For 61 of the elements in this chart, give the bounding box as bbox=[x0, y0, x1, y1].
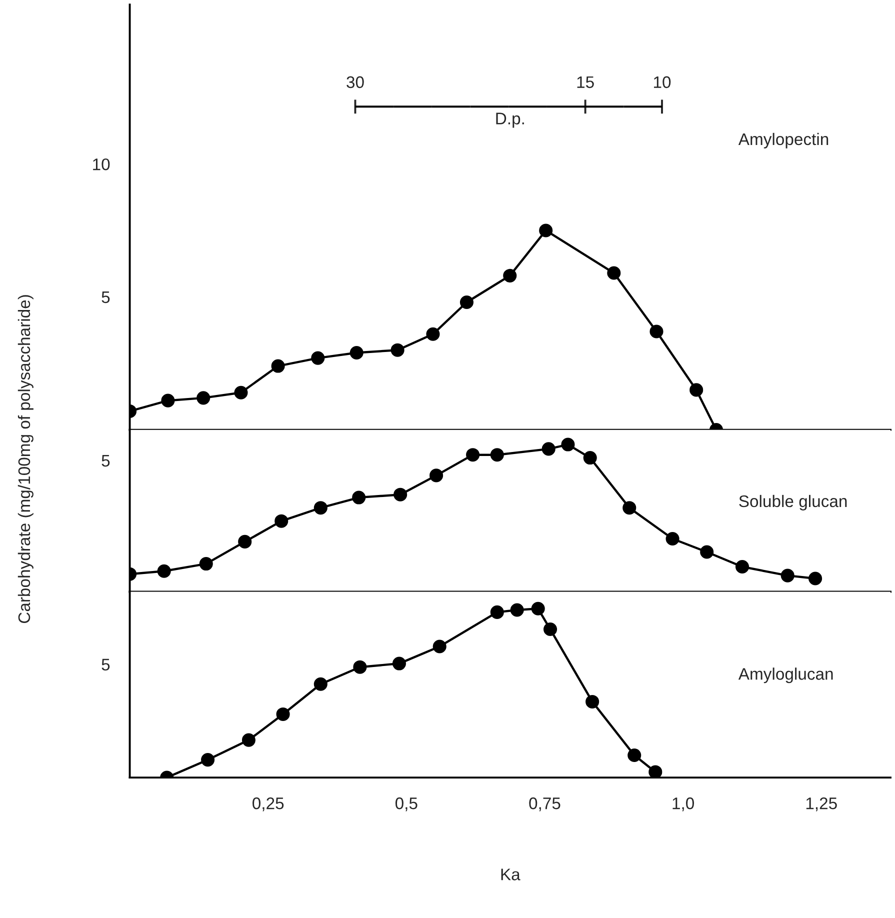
point bbox=[394, 488, 408, 502]
point bbox=[352, 490, 366, 504]
point bbox=[392, 656, 406, 670]
point bbox=[390, 343, 404, 357]
point bbox=[583, 451, 597, 465]
point bbox=[607, 266, 621, 280]
point bbox=[432, 640, 446, 654]
text: Amyloglucan bbox=[738, 668, 833, 684]
y-axis-title: Carbohydrate (mg/100mg of polysaccharide) bbox=[18, 295, 34, 624]
point bbox=[311, 351, 325, 365]
point bbox=[780, 568, 794, 582]
point bbox=[648, 765, 662, 778]
text: Amylopectin bbox=[738, 132, 828, 148]
point bbox=[808, 572, 822, 586]
point bbox=[201, 753, 215, 767]
point bbox=[276, 707, 290, 721]
point bbox=[466, 448, 480, 462]
point bbox=[430, 468, 444, 482]
point bbox=[735, 560, 750, 574]
x-tick-label: 0,25 bbox=[252, 797, 284, 812]
x-axis-title: Ka bbox=[501, 868, 520, 880]
point bbox=[503, 268, 517, 282]
point bbox=[314, 501, 328, 515]
point bbox=[234, 386, 248, 400]
point bbox=[628, 748, 642, 762]
x-tick-label: 0,5 bbox=[395, 797, 418, 812]
point bbox=[350, 346, 364, 360]
x2-tick-label: 30 bbox=[346, 76, 364, 88]
point bbox=[650, 324, 664, 338]
text: Soluble glucan bbox=[739, 494, 847, 510]
point bbox=[490, 448, 504, 462]
point bbox=[543, 622, 558, 636]
point bbox=[539, 224, 553, 238]
x2-axis-title: D.p. bbox=[496, 112, 524, 128]
point bbox=[510, 603, 524, 617]
x-tick-label: 0,75 bbox=[529, 797, 560, 812]
point bbox=[561, 438, 575, 452]
point bbox=[238, 534, 252, 548]
point bbox=[700, 545, 714, 559]
point bbox=[531, 602, 545, 616]
point bbox=[314, 677, 328, 691]
point bbox=[199, 557, 213, 571]
x2-tick-label: 15 bbox=[577, 76, 594, 88]
point bbox=[666, 532, 680, 546]
point bbox=[426, 327, 440, 341]
point bbox=[622, 501, 636, 515]
point bbox=[586, 694, 600, 708]
x-tick-label: 1,25 bbox=[806, 797, 837, 812]
point bbox=[690, 383, 704, 397]
point bbox=[274, 514, 288, 528]
point bbox=[542, 442, 556, 456]
point bbox=[196, 391, 210, 405]
point bbox=[490, 605, 504, 619]
point bbox=[157, 564, 171, 578]
point bbox=[242, 733, 256, 747]
x2-tick-label: 10 bbox=[654, 76, 671, 88]
point bbox=[271, 359, 285, 373]
point bbox=[460, 295, 474, 310]
x-tick-label: 1,0 bbox=[672, 797, 694, 812]
point bbox=[161, 394, 175, 408]
point bbox=[353, 660, 367, 674]
